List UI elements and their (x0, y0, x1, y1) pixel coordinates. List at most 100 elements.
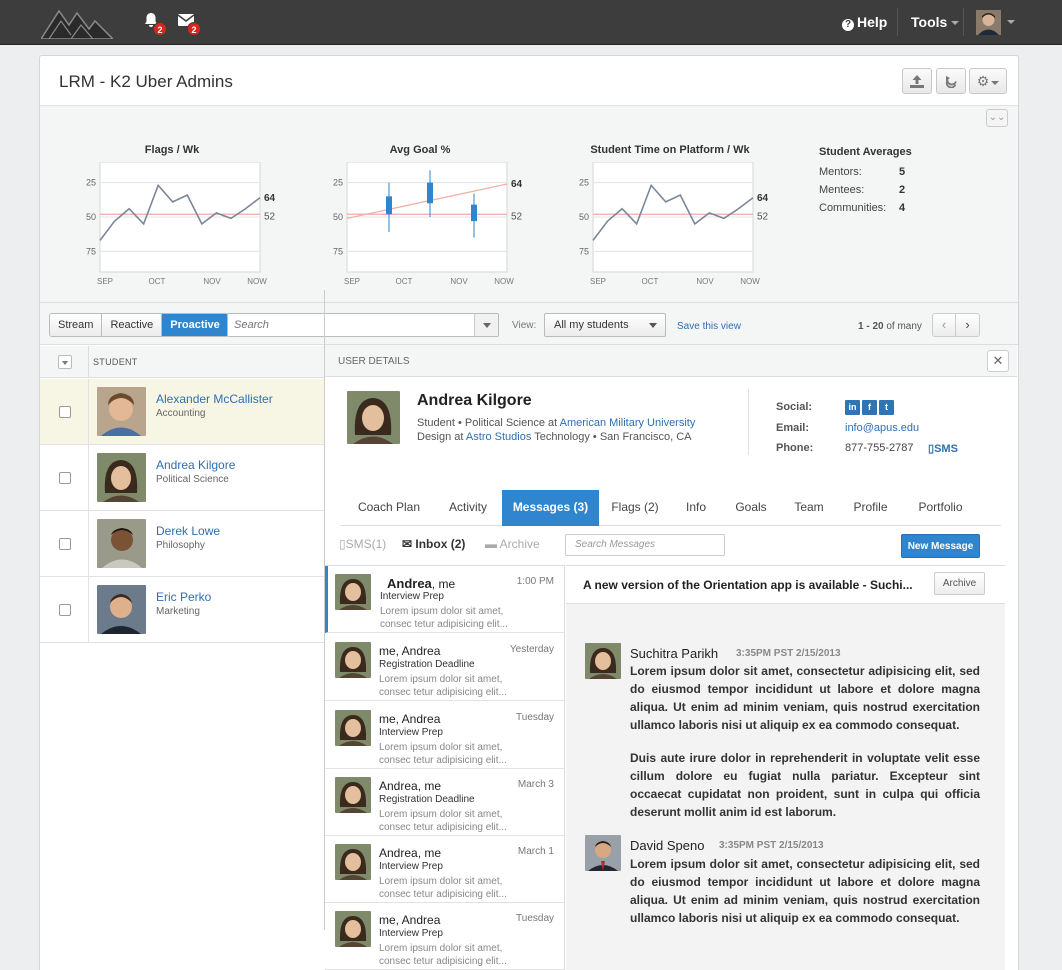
search-input[interactable] (228, 314, 473, 336)
message-body-paragraph: Lorem ipsum dolor sit amet, consectetur … (630, 857, 980, 925)
message-subject: Registration Deadline (379, 659, 475, 670)
sms-link[interactable]: ▯SMS (928, 442, 958, 455)
student-checkbox[interactable] (59, 604, 71, 616)
student-row[interactable]: Derek Lowe Philosophy (40, 511, 325, 577)
university-link[interactable]: American Military University (559, 417, 696, 429)
mentors-label: Mentors: (819, 166, 862, 178)
message-item[interactable]: Andrea, me March 1 Interview Prep Lorem … (325, 836, 564, 903)
company-link[interactable]: Astro Studios (465, 431, 532, 443)
search-dropdown-button[interactable] (474, 314, 498, 336)
nav-divider (897, 8, 898, 36)
student-avatar (97, 387, 146, 436)
select-all-dropdown[interactable] (58, 355, 72, 369)
user-avatar (976, 10, 1001, 35)
tab-messages[interactable]: Messages (3) (502, 490, 599, 526)
next-page-button[interactable]: › (956, 314, 979, 336)
student-checkbox[interactable] (59, 406, 71, 418)
tab-goals[interactable]: Goals (735, 500, 767, 514)
refresh-button[interactable] (936, 68, 966, 94)
student-checkbox[interactable] (59, 472, 71, 484)
pager-text: 1 - 20 of many (858, 321, 922, 332)
tools-menu[interactable]: Tools (911, 14, 960, 30)
message-avatar (335, 574, 371, 610)
stream-tab[interactable]: Stream (50, 314, 103, 336)
mentors-value: 5 (899, 166, 906, 178)
inbox-folder[interactable]: ✉ Inbox (2) (402, 537, 465, 551)
caret-down-icon (62, 361, 68, 365)
preview-line-2: consec tetur adipisicing elit... (379, 755, 507, 766)
tab-info[interactable]: Info (685, 500, 706, 514)
student-checkbox[interactable] (59, 538, 71, 550)
archive-button[interactable]: Archive (934, 572, 985, 595)
new-message-button[interactable]: New Message (901, 534, 980, 558)
envelope-icon: ✉ (402, 537, 416, 551)
chevron-down-icon (991, 80, 1000, 85)
proactive-tab[interactable]: Proactive (162, 314, 228, 336)
message-item[interactable]: Andrea, me 1:00 PM Interview Prep Lorem … (325, 566, 564, 633)
tab-flags[interactable]: Flags (2) (611, 500, 659, 514)
sms-folder-label: SMS(1) (345, 537, 387, 551)
view-label: View: (512, 320, 537, 331)
student-name-link[interactable]: Derek Lowe (156, 524, 221, 538)
close-details-button[interactable]: ✕ (987, 350, 1009, 372)
sender-name: David Speno (630, 838, 705, 853)
last-value-label: 64 (264, 193, 276, 204)
tab-activity[interactable]: Activity (448, 500, 487, 514)
messages-search-input[interactable]: Search Messages (565, 534, 725, 556)
x-tick-label: NOV (450, 277, 468, 286)
facebook-icon[interactable]: f (862, 400, 877, 415)
archive-box-icon: ▬ (485, 537, 500, 551)
goal-chart: 75 50 25 SEP OCT NOV NOW 64 52 (333, 162, 523, 286)
sms-folder[interactable]: ▯SMS(1) (339, 537, 386, 551)
message-from: Andrea, me (379, 779, 442, 793)
mobile-phone-icon: ▯ (339, 537, 346, 551)
message-avatar (335, 911, 371, 947)
tab-coach-plan[interactable]: Coach Plan (357, 500, 421, 514)
y-tick-label: 50 (333, 212, 343, 222)
student-name-link[interactable]: Eric Perko (156, 590, 212, 604)
y-tick-label: 50 (86, 212, 96, 222)
inbox-folder-label: Inbox (2) (415, 537, 466, 551)
view-select-value: All my students (554, 319, 629, 331)
tab-portfolio[interactable]: Portfolio (918, 500, 963, 514)
reactive-tab[interactable]: Reactive (102, 314, 163, 336)
upload-button[interactable] (902, 68, 932, 94)
mail-icon[interactable]: 2 (177, 13, 201, 36)
message-item[interactable]: Andrea, me March 3 Registration Deadline… (325, 769, 564, 836)
student-name-link[interactable]: Alexander McCallister (156, 392, 273, 406)
tab-team[interactable]: Team (794, 500, 824, 514)
settings-button[interactable]: ⚙ (969, 68, 1007, 94)
mountain-logo[interactable] (41, 5, 113, 39)
user-details-header: USER DETAILS ✕ (325, 345, 1017, 377)
help-link[interactable]: ? Help (842, 14, 887, 31)
view-select[interactable]: All my students (544, 313, 666, 337)
student-name-link[interactable]: Andrea Kilgore (156, 458, 236, 472)
student-averages: Student Averages Mentors: 5 Mentees: 2 Com… (819, 146, 912, 220)
candle-body (386, 196, 392, 215)
student-row[interactable]: Andrea Kilgore Political Science (40, 445, 325, 511)
linkedin-icon[interactable]: in (845, 400, 860, 415)
preview-line-2: consec tetur adipisicing elit... (380, 619, 508, 630)
communities-label: Communities: (819, 202, 887, 214)
double-chevron-down-icon: ⌄⌄ (988, 112, 1006, 123)
collapse-toggle[interactable]: ⌄⌄ (986, 109, 1008, 127)
archive-folder[interactable]: ▬ Archive (485, 537, 540, 551)
communities-value: 4 (899, 202, 906, 214)
student-row[interactable]: Alexander McCallister Accounting (40, 379, 325, 445)
save-view-link[interactable]: Save this view (677, 321, 741, 332)
email-link[interactable]: info@apus.edu (845, 422, 920, 434)
mentees-label: Mentees: (819, 184, 865, 196)
twitter-icon[interactable]: t (879, 400, 894, 415)
message-item[interactable]: me, Andrea Yesterday Registration Deadli… (325, 634, 564, 701)
details-separator (748, 389, 749, 455)
stats-section: ⌄⌄ Flags / Wk 75 50 25 SEP OCT NOV NOW 64 52 Avg… (40, 105, 1018, 303)
y-tick-label: 50 (579, 212, 589, 222)
student-row[interactable]: Eric Perko Marketing (40, 577, 325, 643)
user-avatar-menu[interactable] (976, 10, 1015, 38)
message-item[interactable]: me, Andrea Tuesday Interview Prep Lorem … (325, 702, 564, 769)
tab-profile[interactable]: Profile (853, 500, 888, 514)
phone-value: 877-755-2787 (845, 442, 914, 454)
notifications-bell-icon[interactable]: 2 (144, 13, 167, 36)
message-item[interactable]: me, Andrea Tuesday Interview Prep Lorem … (325, 903, 564, 970)
prev-page-button[interactable]: ‹ (933, 314, 956, 336)
